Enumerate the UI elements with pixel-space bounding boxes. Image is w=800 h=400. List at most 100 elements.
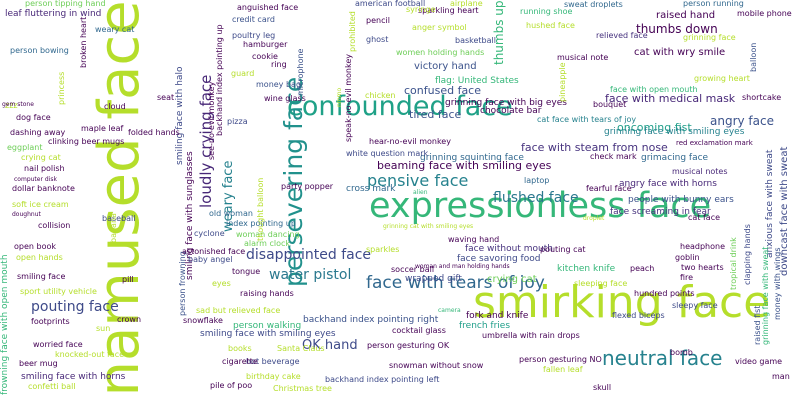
word: snowflake xyxy=(183,316,223,325)
word: baseball xyxy=(102,214,136,223)
word: seat xyxy=(157,93,175,102)
word: speak-no-evil monkey xyxy=(344,54,353,142)
word: expressionless face xyxy=(369,186,712,226)
word: dashing away xyxy=(10,128,66,137)
word: person gesturing OK xyxy=(367,341,450,350)
word: french fries xyxy=(459,321,511,331)
word: shortcake xyxy=(742,93,782,102)
word: umbrella with rain drops xyxy=(482,331,580,340)
word: cigarette xyxy=(222,357,258,366)
word: sleepy face xyxy=(672,301,718,310)
word: relieved face xyxy=(596,31,648,40)
word: balloon xyxy=(749,42,758,72)
word: sun xyxy=(96,324,111,333)
word: face with medical mask xyxy=(605,92,736,105)
word: raising hands xyxy=(240,289,294,298)
word: disappointed face xyxy=(246,247,372,263)
word: astonished face xyxy=(182,247,246,256)
word: backhand index pointing up xyxy=(215,24,224,136)
word: ghost xyxy=(366,35,389,44)
word: knocked-out face xyxy=(55,350,125,359)
word: smiling face with horns xyxy=(21,372,126,382)
word: tired face xyxy=(409,108,462,121)
word: cross mark xyxy=(346,184,396,194)
word: white question mark xyxy=(346,149,429,158)
word: pile of poo xyxy=(210,381,253,390)
word: doughnut xyxy=(12,211,41,218)
word: Christmas tree xyxy=(273,384,332,393)
word: hushed face xyxy=(526,21,575,30)
word: two hearts xyxy=(681,263,724,272)
word: chocolate bar xyxy=(480,106,542,116)
word: person gesturing NO xyxy=(519,355,602,364)
word: angry face with horns xyxy=(619,179,717,189)
word: running shoe xyxy=(520,7,573,16)
word: grinning face xyxy=(683,33,736,42)
word: clapping hands xyxy=(743,224,752,285)
word: eggplant xyxy=(7,143,43,152)
word: skull xyxy=(593,383,612,392)
word: soccer ball xyxy=(391,265,435,274)
word: red exclamation mark xyxy=(676,139,753,147)
word: bomb xyxy=(670,348,693,357)
word: crying cat xyxy=(487,274,537,285)
word: cocktail glass xyxy=(392,326,446,335)
word: water pistol xyxy=(269,267,352,283)
word: fallen leaf xyxy=(543,365,583,374)
word: woman dancing xyxy=(236,230,300,239)
word: maple leaf xyxy=(81,124,124,133)
word: laptop xyxy=(524,176,550,185)
word: flexed biceps xyxy=(612,311,665,320)
word: bouquet xyxy=(593,100,627,109)
word: tropical drink xyxy=(729,237,738,290)
word: camera xyxy=(438,307,461,314)
word: worried face xyxy=(33,340,83,349)
word: person bowing xyxy=(10,46,69,55)
word: smiling face with smiling eyes xyxy=(200,329,336,339)
word: growing heart xyxy=(694,74,750,83)
word: ring xyxy=(271,60,287,69)
word: gem stone xyxy=(2,101,34,108)
word: kitchen knife xyxy=(557,264,616,274)
word: person walking xyxy=(233,321,302,331)
word: grinning cat with smiling eyes xyxy=(383,223,474,230)
word: pouting cat xyxy=(540,245,586,254)
word: check mark xyxy=(590,152,637,161)
word: backhand index pointing right xyxy=(303,315,439,325)
word: goblin xyxy=(675,253,700,262)
word: smiling face with halo xyxy=(175,66,185,165)
word: open book xyxy=(14,242,57,251)
word: Santa Claus xyxy=(277,344,325,353)
word: crying cat xyxy=(21,153,61,162)
word: fork and knife xyxy=(466,311,529,321)
word: anxious face with sweat xyxy=(765,149,775,258)
word: hamburger xyxy=(243,40,288,49)
word: face savoring food xyxy=(457,254,541,264)
word: smiling face xyxy=(17,272,66,281)
word: face with open mouth xyxy=(610,85,698,94)
word: clinking beer mugs xyxy=(48,137,125,146)
word: face with steam from nose xyxy=(521,141,668,154)
word: wrapped gift xyxy=(405,274,462,284)
word: pencil xyxy=(366,16,390,25)
word: sleeping face xyxy=(574,279,628,288)
word: beaming face with smiling eyes xyxy=(377,159,552,172)
word: beer mug xyxy=(19,359,58,368)
word: waving hand xyxy=(448,235,500,244)
word: alien xyxy=(413,189,428,196)
word: pill xyxy=(122,275,134,284)
word: hear-no-evil monkey xyxy=(369,137,451,146)
word: american football xyxy=(355,0,426,8)
word: banana xyxy=(109,213,118,243)
word: person tipping hand xyxy=(25,0,106,8)
word: old woman xyxy=(209,209,253,218)
word: sweat droplets xyxy=(564,0,623,9)
word: woman and man holding hands xyxy=(415,263,510,270)
word: smirking face xyxy=(473,277,771,328)
word: nmmo xyxy=(336,87,343,107)
word: headphone xyxy=(680,242,726,251)
word: women holding hands xyxy=(396,48,485,57)
word: oncoming fist xyxy=(617,121,692,134)
word: wine glass xyxy=(264,94,306,103)
word: confused face xyxy=(404,84,481,97)
